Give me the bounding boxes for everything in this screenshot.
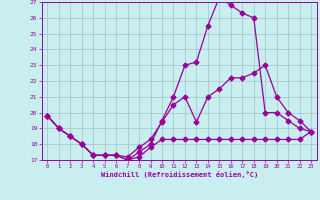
X-axis label: Windchill (Refroidissement éolien,°C): Windchill (Refroidissement éolien,°C)	[100, 171, 258, 178]
